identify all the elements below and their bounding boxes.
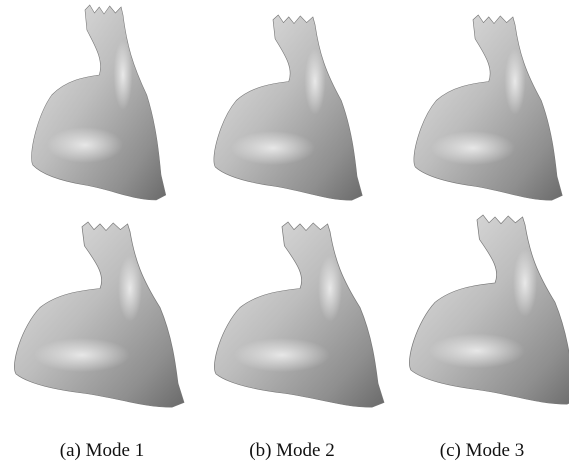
- caption: (c) Mode 3: [402, 440, 562, 462]
- mode-2-bottom: [214, 222, 384, 407]
- mode-3-top: [414, 15, 562, 200]
- mode-1-bottom: [14, 222, 184, 407]
- caption: (a) Mode 1: [22, 440, 182, 462]
- mode-2-top: [214, 15, 362, 200]
- mode-1-top: [32, 5, 166, 200]
- figure: (a) Mode 1 (b) Mode 2 (c) Mode 3: [0, 0, 569, 471]
- mode-3-bottom: [409, 215, 569, 404]
- renderings: [0, 0, 569, 430]
- caption: (b) Mode 2: [212, 440, 372, 462]
